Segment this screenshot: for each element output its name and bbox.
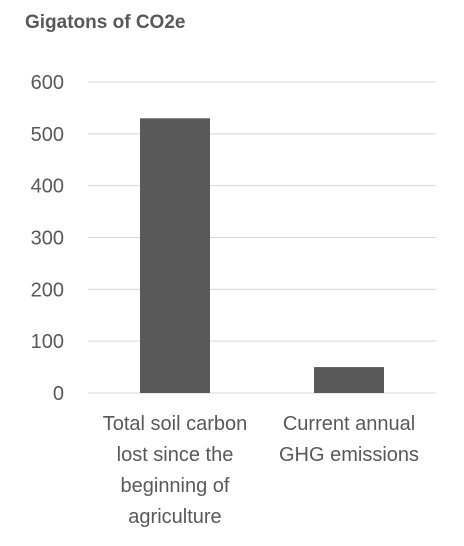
y-tick-label: 0 bbox=[53, 383, 64, 405]
y-tick-label: 300 bbox=[31, 228, 64, 250]
x-tick-label: beginning of bbox=[121, 475, 230, 497]
y-tick-label: 400 bbox=[31, 176, 64, 198]
y-tick-label: 200 bbox=[31, 279, 64, 301]
chart-title: Gigatons of CO2e bbox=[25, 12, 186, 33]
x-tick-label: agriculture bbox=[128, 506, 221, 528]
y-tick-label: 600 bbox=[31, 72, 64, 94]
bar bbox=[140, 118, 210, 394]
y-tick-label: 500 bbox=[31, 124, 64, 146]
bar bbox=[314, 367, 384, 393]
x-tick-label: Current annual bbox=[283, 413, 415, 435]
x-tick-label: Total soil carbon bbox=[103, 413, 248, 435]
y-tick-label: 100 bbox=[31, 331, 64, 353]
x-tick-label: lost since the bbox=[117, 444, 234, 466]
x-tick-label: GHG emissions bbox=[279, 444, 419, 466]
